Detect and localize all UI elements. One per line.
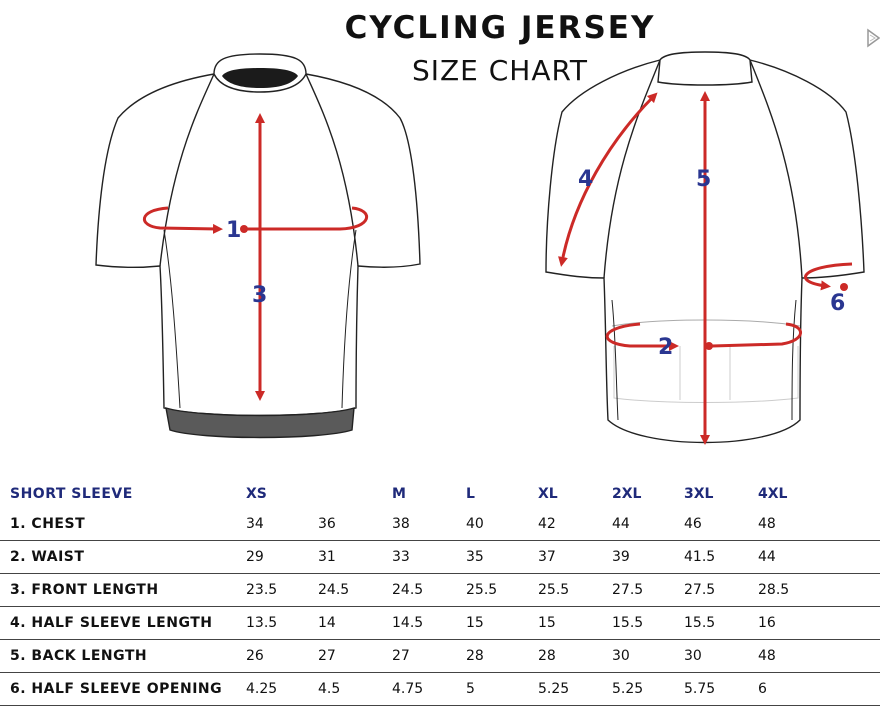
table-cell: 38 bbox=[392, 516, 410, 532]
table-cell: 27 bbox=[318, 648, 336, 664]
table-cell: 27.5 bbox=[612, 582, 644, 598]
col-header: M bbox=[392, 486, 406, 502]
table-cell: 15.5 bbox=[684, 615, 716, 631]
table-cell: 13.5 bbox=[246, 615, 278, 631]
col-header: 2XL bbox=[612, 486, 642, 502]
marker-sleeve-length: 4 bbox=[578, 167, 593, 192]
table-cell: 42 bbox=[538, 516, 556, 532]
table-cell: 35 bbox=[466, 549, 484, 565]
table-cell: 4.5 bbox=[318, 681, 341, 697]
table-cell: 14.5 bbox=[392, 615, 424, 631]
table-cell: 15 bbox=[538, 615, 556, 631]
table-cell: 39 bbox=[612, 549, 630, 565]
marker-waist: 2 bbox=[658, 335, 673, 360]
table-header-row: SHORT SLEEVE XS M L XL 2XL 3XL 4XL bbox=[0, 480, 880, 508]
table-cell: 6 bbox=[758, 681, 767, 697]
marker-back-length: 5 bbox=[696, 167, 711, 192]
table-cell: 48 bbox=[758, 648, 776, 664]
table-cell: 37 bbox=[538, 549, 556, 565]
table-cell: 26 bbox=[246, 648, 264, 664]
measurement-arrows bbox=[142, 91, 853, 445]
play-icon bbox=[867, 28, 880, 48]
col-header: XS bbox=[246, 486, 267, 502]
table-cell: 31 bbox=[318, 549, 336, 565]
jersey-illustration: 1 3 4 5 2 6 bbox=[95, 51, 865, 445]
table-cell: 36 bbox=[318, 516, 336, 532]
table-cell: 28 bbox=[538, 648, 556, 664]
table-cell: 28.5 bbox=[758, 582, 790, 598]
table-header-label: SHORT SLEEVE bbox=[10, 486, 133, 502]
table-cell: 29 bbox=[246, 549, 264, 565]
jersey-front bbox=[95, 53, 421, 439]
table-cell: 5.25 bbox=[612, 681, 644, 697]
table-cell: 4.25 bbox=[246, 681, 278, 697]
row-label: 2. WAIST bbox=[10, 549, 85, 565]
table-cell: 41.5 bbox=[684, 549, 716, 565]
table-cell: 5 bbox=[466, 681, 475, 697]
table-cell: 44 bbox=[612, 516, 630, 532]
row-label: 1. CHEST bbox=[10, 516, 86, 532]
table-cell: 15.5 bbox=[612, 615, 644, 631]
table-cell: 46 bbox=[684, 516, 702, 532]
row-label: 6. HALF SLEEVE OPENING bbox=[10, 681, 223, 697]
table-cell: 30 bbox=[684, 648, 702, 664]
table-cell: 30 bbox=[612, 648, 630, 664]
table-row: 1. CHEST 34 36 38 40 42 44 46 48 bbox=[0, 508, 880, 541]
table-cell: 23.5 bbox=[246, 582, 278, 598]
table-cell: 5.25 bbox=[538, 681, 570, 697]
table-cell: 27 bbox=[392, 648, 410, 664]
table-cell: 48 bbox=[758, 516, 776, 532]
table-row: 3. FRONT LENGTH 23.5 24.5 24.5 25.5 25.5… bbox=[0, 574, 880, 607]
marker-chest: 1 bbox=[226, 218, 241, 243]
table-cell: 16 bbox=[758, 615, 776, 631]
chart-title: CYCLING JERSEY bbox=[344, 10, 656, 46]
table-cell: 24.5 bbox=[318, 582, 350, 598]
table-cell: 4.75 bbox=[392, 681, 424, 697]
table-cell: 24.5 bbox=[392, 582, 424, 598]
table-cell: 14 bbox=[318, 615, 336, 631]
table-cell: 15 bbox=[466, 615, 484, 631]
col-header: XL bbox=[538, 486, 558, 502]
table-row: 6. HALF SLEEVE OPENING 4.25 4.5 4.75 5 5… bbox=[0, 673, 880, 706]
table-cell: 25.5 bbox=[538, 582, 570, 598]
table-cell: 27.5 bbox=[684, 582, 716, 598]
row-label: 4. HALF SLEEVE LENGTH bbox=[10, 615, 213, 631]
row-label: 5. BACK LENGTH bbox=[10, 648, 148, 664]
table-cell: 5.75 bbox=[684, 681, 716, 697]
table-row: 2. WAIST 29 31 33 35 37 39 41.5 44 bbox=[0, 541, 880, 574]
marker-front-length: 3 bbox=[252, 283, 267, 308]
table-cell: 44 bbox=[758, 549, 776, 565]
table-row: 5. BACK LENGTH 26 27 27 28 28 30 30 48 bbox=[0, 640, 880, 673]
table-row: 4. HALF SLEEVE LENGTH 13.5 14 14.5 15 15… bbox=[0, 607, 880, 640]
size-table: SHORT SLEEVE XS M L XL 2XL 3XL 4XL 1. CH… bbox=[0, 480, 880, 706]
table-cell: 34 bbox=[246, 516, 264, 532]
chart-subtitle: SIZE CHART bbox=[411, 54, 589, 87]
table-cell: 40 bbox=[466, 516, 484, 532]
col-header: 4XL bbox=[758, 486, 788, 502]
col-header: 3XL bbox=[684, 486, 714, 502]
table-cell: 25.5 bbox=[466, 582, 498, 598]
row-label: 3. FRONT LENGTH bbox=[10, 582, 159, 598]
table-cell: 33 bbox=[392, 549, 410, 565]
table-cell: 28 bbox=[466, 648, 484, 664]
col-header: L bbox=[466, 486, 475, 502]
marker-sleeve-opening: 6 bbox=[830, 291, 845, 316]
